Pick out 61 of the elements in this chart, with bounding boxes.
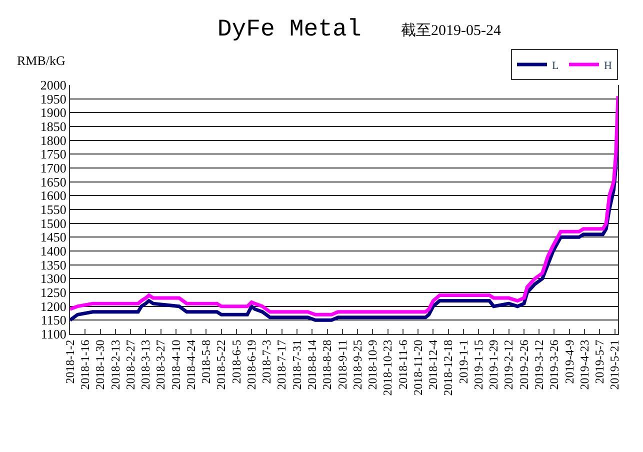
x-tick-label: 2019-3-12 bbox=[532, 340, 546, 390]
x-tick-label: 2019-4-23 bbox=[577, 340, 592, 390]
y-tick-label: 1500 bbox=[40, 216, 66, 231]
x-tick-label: 2018-3-13 bbox=[138, 340, 153, 390]
y-tick-label: 1900 bbox=[40, 105, 66, 120]
x-tick-label: 2019-1-15 bbox=[471, 340, 486, 390]
x-tick-label: 2018-11-6 bbox=[396, 340, 410, 390]
y-tick-label: 1150 bbox=[40, 312, 66, 328]
x-tick-label: 2019-1-1 bbox=[456, 340, 470, 384]
y-tick-label: 1750 bbox=[40, 146, 66, 162]
x-tick-label: 2018-9-25 bbox=[350, 340, 364, 390]
chart-subtitle: 截至2019-05-24 bbox=[401, 22, 502, 39]
y-tick-label: 1600 bbox=[40, 188, 66, 204]
chart-title: DyFe Metal bbox=[217, 16, 362, 44]
y-tick-label: 1400 bbox=[40, 244, 66, 259]
x-tick-label: 2018-1-2 bbox=[62, 340, 77, 384]
x-tick-label: 2019-5-7 bbox=[592, 340, 607, 384]
x-tick-label: 2018-2-27 bbox=[123, 340, 138, 390]
x-tick-label: 2018-9-11 bbox=[335, 340, 350, 390]
y-tick-label: 1450 bbox=[40, 230, 66, 245]
y-tick-label: 1100 bbox=[40, 326, 66, 342]
x-tick-label: 2018-6-19 bbox=[244, 340, 258, 390]
x-tick-label: 2018-7-31 bbox=[290, 340, 304, 390]
x-tick-label: 2019-4-9 bbox=[562, 340, 576, 384]
x-tick-label: 2018-12-4 bbox=[426, 340, 440, 390]
x-tick-label: 2018-4-10 bbox=[168, 340, 183, 390]
y-tick-label: 1300 bbox=[40, 271, 66, 286]
y-tick-label: 1350 bbox=[40, 257, 66, 272]
x-tick-label: 2018-3-27 bbox=[154, 340, 168, 390]
x-tick-label: 2018-7-3 bbox=[260, 340, 274, 384]
x-tick-label: 2019-5-21 bbox=[608, 340, 622, 390]
y-tick-label: 1800 bbox=[40, 132, 66, 148]
x-tick-label: 2018-2-13 bbox=[108, 340, 122, 390]
y-tick-label: 1850 bbox=[40, 119, 66, 134]
y-axis-title: RMB/kG bbox=[17, 53, 66, 68]
x-tick-label: 2018-1-16 bbox=[78, 340, 92, 390]
x-tick-label: 2019-3-26 bbox=[547, 340, 562, 390]
x-tick-label: 2018-5-8 bbox=[199, 340, 214, 384]
x-tick-label: 2019-2-12 bbox=[502, 340, 516, 390]
y-tick-label: 1200 bbox=[40, 298, 66, 314]
x-tick-label: 2018-11-20 bbox=[410, 340, 425, 396]
x-tick-label: 2018-1-30 bbox=[93, 340, 108, 390]
x-tick-label: 2018-8-14 bbox=[305, 340, 320, 390]
x-tick-label: 2018-5-22 bbox=[214, 340, 228, 390]
x-tick-label: 2018-10-23 bbox=[380, 340, 395, 396]
x-tick-label: 2018-7-17 bbox=[274, 340, 289, 390]
legend-label: H bbox=[604, 60, 612, 72]
y-tick-label: 2000 bbox=[40, 78, 66, 93]
legend-label: L bbox=[552, 60, 559, 72]
x-tick-label: 2018-10-9 bbox=[366, 340, 380, 390]
y-tick-label: 1650 bbox=[40, 174, 66, 190]
y-tick-label: 1700 bbox=[40, 160, 66, 176]
x-tick-label: 2018-4-24 bbox=[184, 340, 198, 390]
x-tick-label: 2018-6-5 bbox=[229, 340, 244, 384]
y-tick-label: 1250 bbox=[40, 285, 66, 300]
x-tick-label: 2019-2-26 bbox=[516, 340, 531, 390]
x-tick-label: 2019-1-29 bbox=[486, 340, 501, 390]
x-tick-label: 2018-8-28 bbox=[320, 340, 334, 390]
y-tick-label: 1550 bbox=[40, 202, 66, 218]
y-tick-label: 1950 bbox=[40, 91, 66, 106]
x-tick-label: 2018-12-18 bbox=[441, 340, 456, 396]
